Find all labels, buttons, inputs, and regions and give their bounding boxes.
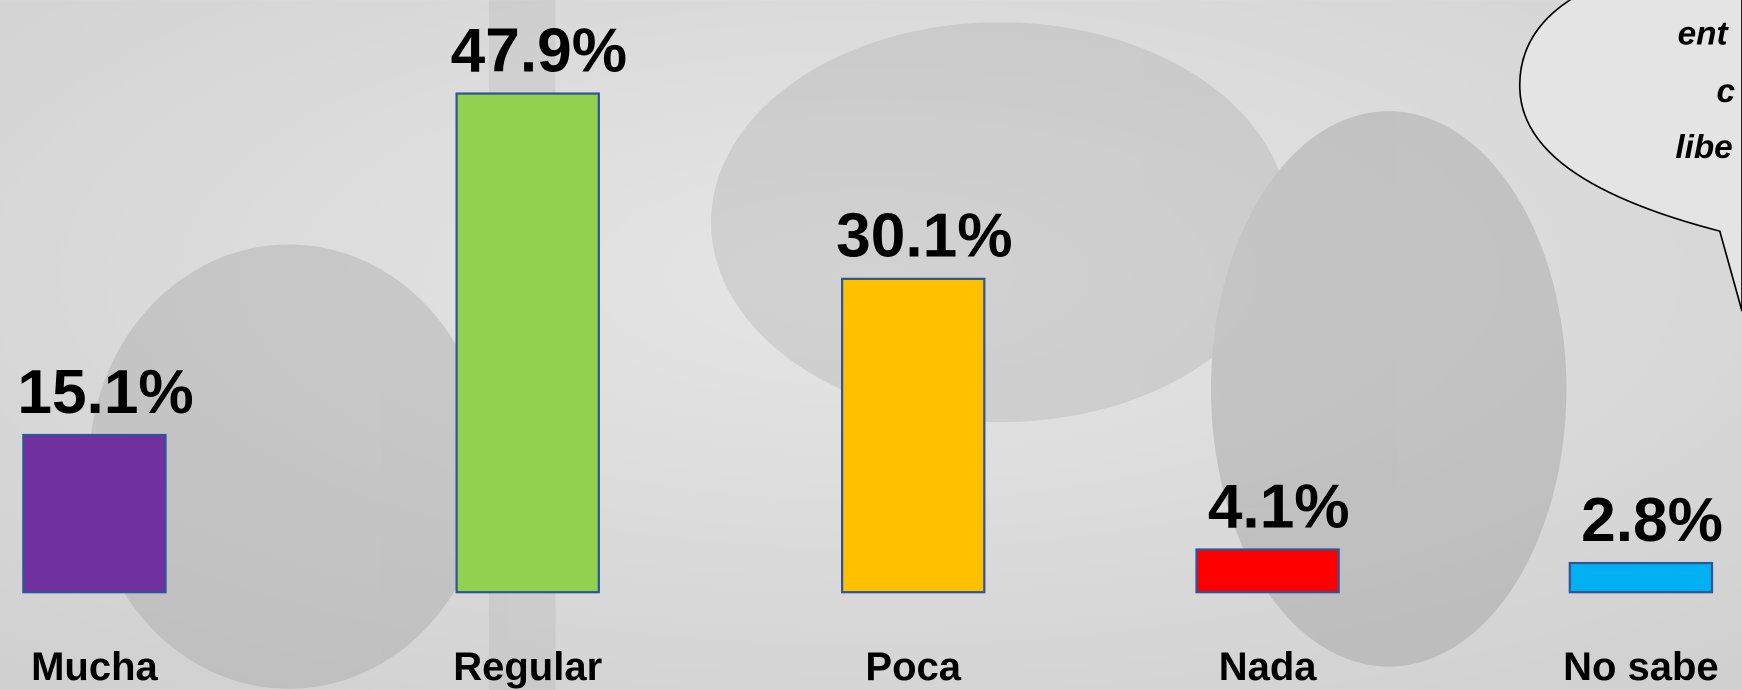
bar (22, 433, 167, 594)
value-label: 30.1% (836, 202, 1012, 271)
value-label: 2.8% (1581, 486, 1723, 555)
category-label: No sabe (1563, 645, 1719, 689)
value-label: 47.9% (451, 16, 627, 85)
bar (841, 277, 986, 594)
annotation-text: libe (1675, 129, 1732, 166)
value-label: 15.1% (17, 358, 193, 427)
annotation-text: ent (1678, 15, 1730, 52)
plot-area: 15.1% Mucha 47.9% Regular 30.1% Poca 4.1% Nada 2… (17, 15, 1735, 688)
bar (1568, 561, 1714, 594)
bar (455, 92, 600, 594)
category-label: Poca (865, 645, 961, 689)
category-label: Nada (1219, 645, 1318, 689)
category-label: Regular (453, 645, 602, 689)
bar (1195, 548, 1340, 594)
category-label: Mucha (31, 645, 158, 689)
speech-bubble (1518, 0, 1742, 312)
annotation-text: c (1716, 73, 1735, 110)
value-label: 4.1% (1208, 472, 1350, 541)
